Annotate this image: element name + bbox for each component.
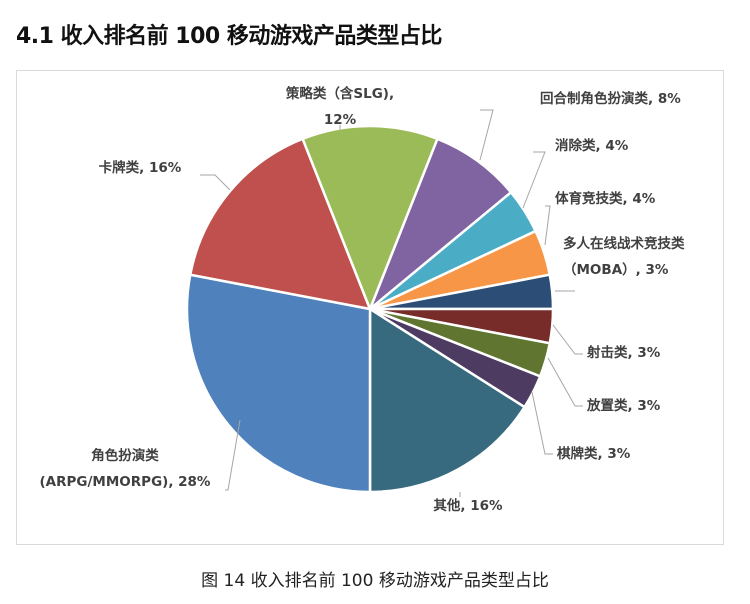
leader-line-6	[531, 391, 553, 455]
slice-label-8: (ARPG/MMORPG), 28%	[40, 474, 211, 490]
pie-slice-9	[188, 137, 372, 311]
pie-slice-0	[368, 137, 513, 310]
figure-caption: 图 14 收入排名前 100 移动游戏产品类型占比	[201, 571, 549, 591]
leader-line-5	[547, 357, 583, 407]
pie-slice-8	[185, 273, 372, 494]
leader-line-4	[552, 324, 583, 355]
slice-label-7: 其他, 16%	[433, 497, 503, 514]
slice-label-10: 12%	[324, 112, 357, 128]
slice-label-0: 回合制角色扮演类, 8%	[540, 90, 681, 107]
slice-label-9: 卡牌类, 16%	[99, 159, 182, 176]
slice-label-3: 多人在线战术竞技类	[563, 235, 685, 252]
slice-label-5: 放置类, 3%	[586, 397, 661, 414]
slice-label-8: 角色扮演类	[91, 447, 159, 464]
leader-line-0	[479, 109, 494, 161]
leader-line-2	[544, 205, 551, 246]
leader-line-8	[225, 419, 241, 491]
slice-label-3: （MOBA）, 3%	[563, 262, 669, 278]
leader-line-1	[522, 151, 546, 209]
section-title: 4.1 收入排名前 100 移动游戏产品类型占比	[16, 24, 442, 49]
pie-slice-7	[368, 306, 527, 494]
slice-label-2: 体育竞技类, 4%	[555, 190, 656, 207]
slice-label-4: 射击类, 3%	[586, 344, 661, 361]
slice-label-1: 消除类, 4%	[555, 137, 629, 154]
chart-frame	[16, 70, 724, 545]
pie-slice-10	[301, 124, 439, 313]
leader-line-9	[200, 174, 231, 191]
slice-label-10: 策略类（含SLG),	[286, 85, 394, 102]
slice-label-6: 棋牌类, 3%	[557, 445, 631, 462]
